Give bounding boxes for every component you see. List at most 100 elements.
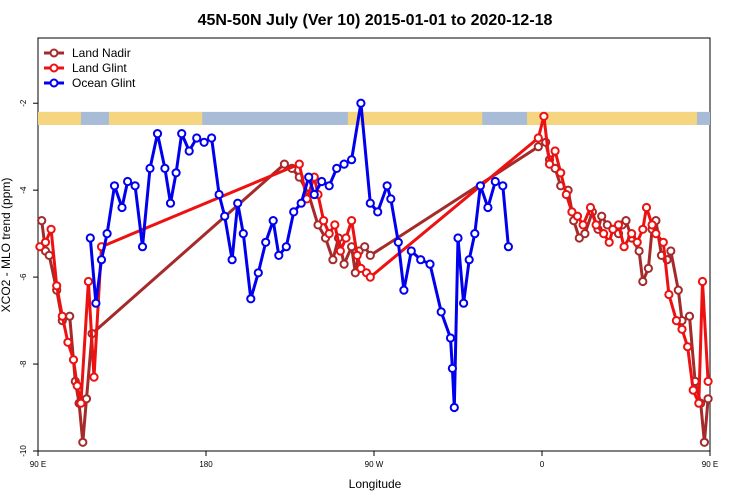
data-point [214, 189, 224, 200]
data-point [647, 220, 657, 230]
data-point [309, 189, 319, 200]
data-point [447, 363, 457, 373]
data-point [253, 268, 263, 278]
data-point [703, 394, 713, 404]
data-point [666, 246, 676, 256]
data-point [171, 168, 181, 178]
data-point [347, 216, 357, 226]
y-tick-label: -8 [19, 360, 28, 368]
data-point [324, 229, 334, 239]
y-axis: -10 -8 -6 -4 -2 [19, 99, 38, 457]
series-line-ocean-glint [88, 101, 510, 409]
data-point [341, 233, 351, 243]
data-point [677, 324, 687, 334]
data-point [57, 311, 67, 321]
data-point [574, 233, 584, 243]
data-point [279, 159, 289, 169]
plot-border [37, 37, 711, 452]
data-point [52, 281, 62, 291]
y-axis-label: XCO2 - MLO trend (ppm) [0, 178, 13, 313]
data-point [261, 237, 271, 247]
data-point [152, 129, 163, 139]
data-point [449, 402, 459, 413]
legend-label-ocean-glint: Ocean Glint [72, 76, 136, 90]
data-point [91, 298, 101, 308]
data-point [591, 220, 601, 230]
chart-title: 45N-50N July (Ver 10) 2015-01-01 to 2020… [198, 12, 553, 29]
data-point [475, 181, 485, 191]
data-point [386, 194, 396, 204]
data-point [703, 376, 713, 386]
data-point [544, 159, 555, 169]
data-point [550, 146, 560, 156]
data-point [102, 229, 112, 239]
data-point [503, 242, 513, 252]
data-point [356, 98, 366, 108]
landmask-land-segment [38, 111, 81, 125]
data-point [556, 168, 566, 178]
x-axis: 90 E 180 90 W 0 90 E [30, 451, 718, 469]
data-point [602, 220, 612, 230]
data-point [85, 233, 95, 243]
data-point [207, 133, 217, 143]
y-tick-label: -2 [19, 99, 28, 107]
data-point [365, 250, 375, 260]
data-point [572, 211, 583, 221]
data-point [199, 137, 209, 147]
data-point [632, 237, 642, 247]
x-tick-label: 90 E [30, 460, 46, 469]
data-point [597, 211, 607, 221]
data-point [35, 242, 45, 252]
data-point [274, 250, 284, 260]
data-point [109, 181, 120, 191]
data-point [613, 220, 624, 230]
data-point [356, 263, 366, 273]
data-point [160, 163, 170, 173]
legend-item-land-glint: Land Glint [44, 61, 127, 75]
data-point [72, 381, 82, 391]
data-point [533, 133, 543, 143]
data-point [445, 333, 456, 343]
data-point [634, 246, 644, 256]
data-point [324, 181, 334, 191]
data-point [40, 237, 51, 247]
data-point [328, 255, 338, 265]
data-point [694, 398, 704, 408]
x-axis-label: Longitude [349, 477, 402, 491]
data-point [65, 311, 75, 321]
legend-label-land-nadir: Land Nadir [72, 46, 131, 60]
data-point [638, 276, 648, 287]
data-point [459, 298, 469, 308]
data-point [453, 233, 463, 243]
data-point [96, 255, 107, 265]
data-point [246, 294, 256, 304]
data-point [130, 181, 140, 191]
data-point [416, 255, 426, 265]
data-point [365, 272, 375, 282]
x-tick-label: 90 E [702, 460, 718, 469]
x-tick-label: 0 [540, 460, 545, 469]
data-point [425, 259, 435, 269]
data-point [89, 372, 99, 382]
data-point [585, 202, 596, 213]
data-point [76, 398, 86, 408]
data-point [470, 229, 480, 239]
data-point [683, 342, 693, 352]
legend-label-land-glint: Land Glint [72, 61, 127, 75]
legend-item-ocean-glint: Ocean Glint [44, 76, 136, 90]
data-point [498, 181, 508, 191]
data-point [123, 176, 133, 187]
x-tick-label: 90 W [365, 460, 384, 469]
data-point [46, 224, 56, 234]
data-point [373, 207, 383, 217]
landmask-land-segment [108, 111, 203, 125]
data-point [436, 307, 446, 317]
data-point [350, 268, 360, 278]
data-point [490, 176, 500, 187]
data-point [177, 129, 187, 139]
data-point [580, 229, 590, 239]
data-point [339, 259, 349, 269]
data-point [604, 237, 614, 247]
data-point [382, 181, 392, 191]
data-point [289, 207, 299, 217]
